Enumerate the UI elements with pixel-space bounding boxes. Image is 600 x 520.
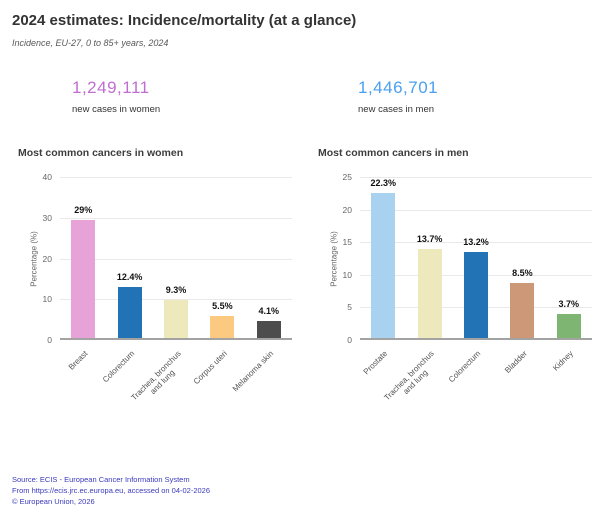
y-tick-label: 15 [342, 237, 352, 248]
bar-value-label: 9.3% [165, 285, 187, 296]
bar-colorectum [117, 287, 142, 338]
access-line: From https://ecis.jrc.ec.europa.eu, acce… [12, 486, 211, 495]
bar-breast [71, 219, 96, 338]
bar-value-label: 5.5% [212, 300, 233, 311]
gridline [360, 242, 592, 244]
y-tick-label: 0 [47, 335, 52, 345]
x-tick-label: Trachea, bronchus and lung [382, 349, 436, 403]
x-axis-labels: Breast Colorectum Trachea, bronchus and lu… [60, 349, 292, 439]
x-tick-label: Trachea, bronchus and lung [129, 349, 183, 403]
bar-value-label: 29% [74, 204, 93, 215]
chart-women: Most common cancers in women Percentage … [0, 145, 300, 435]
page-subtitle: Incidence, EU-27, 0 to 85+ years, 2024 [12, 38, 169, 48]
stat-women-value: 1,249,111 [72, 78, 150, 97]
bar-trachea-bronchus-and-lung [417, 248, 442, 338]
bar-value-label: 4.1% [258, 306, 280, 317]
gridline [60, 217, 292, 219]
bar-value-label: 22.3% [370, 177, 396, 188]
x-tick-label: Colorectum [447, 349, 483, 385]
bar-trachea-bronchus-and-lung [164, 300, 188, 338]
gridline [60, 299, 292, 301]
stat-men-value: 1,446,701 [358, 78, 439, 97]
y-tick-label: 20 [342, 204, 352, 215]
x-tick-label: Melanoma skin [230, 349, 276, 394]
bar-bladder [510, 282, 535, 338]
plot-area: 29% 12.4% 9.3% 5.5% 4.1% [60, 177, 292, 340]
stat-new-cases-women: 1,249,111 new cases in women [72, 78, 160, 115]
bar-kidney [556, 313, 581, 338]
stat-men-label: new cases in men [358, 104, 435, 115]
bar-value-label: 3.7% [558, 298, 580, 309]
y-tick-label: 25 [342, 172, 352, 182]
page-title: 2024 estimates: Incidence/mortality (at … [12, 12, 357, 29]
bar-corpus-uteri [210, 315, 235, 338]
x-tick-label: Breast [66, 349, 90, 372]
y-tick-label: 5 [347, 302, 352, 313]
y-tick-label: 40 [42, 172, 52, 182]
chart-men-title: Most common cancers in men [318, 147, 469, 159]
bar-prostate [371, 192, 396, 338]
bar-value-label: 8.5% [512, 267, 533, 278]
y-tick-label: 10 [42, 294, 52, 305]
stat-women-label: new cases in women [72, 104, 161, 115]
copyright-line: © European Union, 2026 [12, 497, 95, 506]
x-tick-label: Colorectum [100, 349, 136, 385]
stat-new-cases-men: 1,446,701 new cases in men [358, 78, 438, 115]
x-tick-label: Prostate [362, 349, 390, 377]
bar-value-label: 12.4% [116, 272, 143, 283]
plot-area: 22.3% 13.7% 13.2% 8.5% 3.7% [360, 177, 592, 340]
y-tick-label: 30 [42, 212, 52, 223]
y-tick-label: 0 [347, 335, 352, 345]
bar-colorectum [464, 251, 488, 338]
y-tick-label: 20 [42, 253, 52, 264]
gridline [360, 209, 592, 211]
source-attribution: Source: ECIS - European Cancer Informati… [12, 474, 210, 507]
source-line: Source: ECIS - European Cancer Informati… [12, 475, 190, 484]
chart-men: Most common cancers in men Percentage (%… [300, 145, 600, 435]
gridline [360, 177, 592, 178]
x-axis-labels: Prostate Trachea, bronchus and lung Colore… [360, 349, 592, 439]
gridline [60, 177, 292, 178]
bar-value-label: 13.7% [416, 233, 443, 244]
x-tick-label: Corpus uteri [191, 349, 229, 387]
chart-women-title: Most common cancers in women [18, 147, 184, 159]
x-tick-label: Bladder [502, 349, 529, 375]
bar-value-label: 13.2% [463, 236, 489, 247]
y-tick-label: 10 [342, 269, 352, 280]
x-tick-label: Kidney [551, 349, 576, 373]
bar-melanoma-skin [256, 321, 281, 338]
gridline [60, 258, 292, 260]
